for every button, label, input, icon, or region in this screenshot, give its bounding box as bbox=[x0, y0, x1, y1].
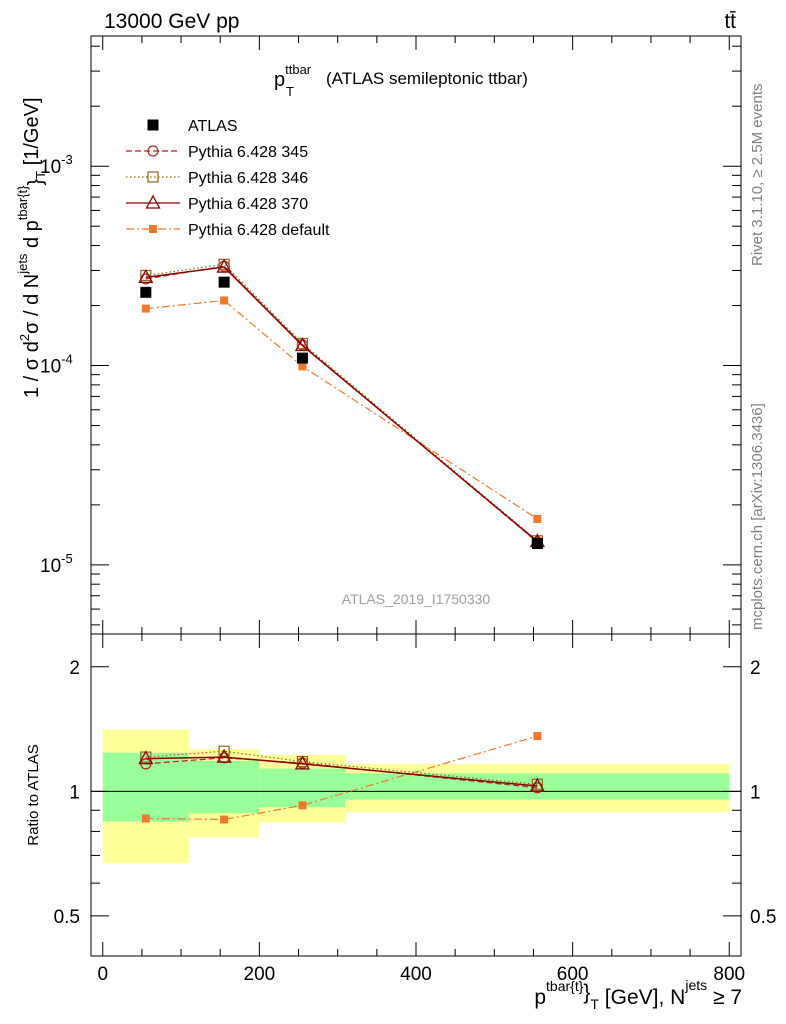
ratio-line-3 bbox=[145, 735, 538, 821]
ytick-base: 10 bbox=[40, 556, 61, 577]
process-label: tt̄ bbox=[724, 10, 736, 33]
analysis-id: ATLAS_2019_I1750330 bbox=[342, 591, 491, 607]
ratio-point-2-1 bbox=[216, 748, 232, 763]
ratio-point-2-3 bbox=[529, 777, 545, 792]
main-ytick-label: 10-3 bbox=[40, 152, 73, 178]
legend-label: Pythia 6.428 346 bbox=[188, 170, 308, 187]
ratio-point-2-2 bbox=[294, 755, 311, 770]
mcplots-label: mcplots.cern.ch [arXiv:1306.3436] bbox=[749, 403, 766, 630]
main-title: pttbar bbox=[274, 62, 312, 91]
ytick-base: 10 bbox=[40, 157, 61, 178]
xtick-label: 0 bbox=[97, 964, 108, 985]
rivet-label: Rivet 3.1.10, ≥ 2.5M events bbox=[749, 84, 766, 267]
ratio-point-3-2 bbox=[298, 801, 307, 810]
main-point-4-1 bbox=[220, 296, 229, 305]
ylabel-sup-tbar: tbar{t} bbox=[15, 185, 30, 220]
main-ylabel: 1 / σ d2σ / d Njets d ptbar{t}}T [1/GeV] bbox=[15, 97, 48, 398]
ylabel-unit: [1/GeV] bbox=[21, 97, 43, 170]
xlabel-p: p bbox=[534, 986, 546, 1009]
main-ytick-label: 10-5 bbox=[40, 551, 73, 577]
title-rest: (ATLAS semileptonic ttbar) bbox=[326, 69, 528, 88]
ytick-base: 10 bbox=[40, 357, 61, 378]
main-point-0-0 bbox=[140, 286, 152, 298]
xlabel-close: } bbox=[583, 981, 590, 1004]
xlabel-sup-jets: jets bbox=[684, 977, 707, 993]
legend-label: Pythia 6.428 370 bbox=[188, 196, 308, 213]
xtick-label: 600 bbox=[557, 964, 589, 985]
ratio-plot: 0.5 0.5 1 1 2 2 0 200 400 600 800 Ratio to ATLAS bbox=[25, 633, 776, 985]
legend-label: Pythia 6.428 345 bbox=[188, 144, 308, 161]
ratio-point-3-0 bbox=[141, 814, 150, 823]
ratio-ytick-label-left: 0.5 bbox=[54, 907, 80, 928]
xlabel: ptbar{t}}T [GeV], Njets ≥ 7 bbox=[534, 977, 742, 1012]
title-sup: ttbar bbox=[285, 62, 312, 77]
ylabel-base: 1 / σ d bbox=[21, 341, 43, 398]
ratio-point-2-0 bbox=[138, 750, 154, 765]
ylabel-sup-jets: jets bbox=[15, 253, 30, 275]
xtick-label: 800 bbox=[713, 964, 745, 985]
ratio-point-3-3 bbox=[533, 732, 542, 741]
main-point-4-0 bbox=[141, 304, 150, 313]
ratio-bands bbox=[91, 729, 741, 864]
legend-marker bbox=[147, 119, 159, 131]
band-inner-3 bbox=[345, 773, 730, 800]
xlabel-unit: [GeV], N bbox=[599, 986, 685, 1009]
xlabel-sup-tbar: tbar{t} bbox=[546, 978, 584, 994]
title-sub: T bbox=[286, 84, 294, 99]
main-ytick-label: 10-4 bbox=[40, 352, 73, 378]
main-plot: 10-510-410-3 pttbar T (ATLAS semileptoni… bbox=[15, 35, 742, 635]
legend-label: ATLAS bbox=[188, 118, 238, 135]
ratio-ylabel: Ratio to ATLAS bbox=[25, 744, 42, 845]
main-ticks: 10-510-410-3 bbox=[40, 36, 741, 634]
ratio-ytick-label-left: 1 bbox=[69, 782, 80, 803]
legend-marker bbox=[147, 145, 159, 157]
main-point-0-3 bbox=[531, 538, 543, 550]
band-inner-1 bbox=[188, 760, 260, 814]
energy-label: 13000 GeV pp bbox=[104, 10, 239, 33]
series-line-4 bbox=[145, 299, 538, 520]
ylabel-sup2: 2 bbox=[17, 334, 32, 341]
ytick-exp: -5 bbox=[61, 551, 73, 566]
main-point-4-2 bbox=[298, 362, 307, 371]
title-main: p bbox=[274, 69, 285, 91]
ytick-exp: -4 bbox=[61, 352, 73, 367]
ratio-series bbox=[138, 732, 545, 824]
legend-marker bbox=[149, 225, 157, 233]
series-line-1 bbox=[145, 265, 538, 543]
main-point-3-0 bbox=[138, 268, 154, 283]
xlabel-sub-t: T bbox=[590, 996, 599, 1012]
ylabel-sub-t: T bbox=[33, 171, 48, 179]
legend-marker bbox=[145, 194, 161, 209]
main-series bbox=[138, 258, 545, 550]
legend-marker bbox=[147, 171, 159, 183]
ylabel-close: } bbox=[25, 179, 47, 186]
series-line-2 bbox=[145, 263, 538, 542]
ratio-point-1-1 bbox=[218, 745, 230, 757]
ratio-ytick-label-left: 2 bbox=[69, 658, 80, 679]
legend-label: Pythia 6.428 default bbox=[188, 222, 330, 239]
xlabel-cond: ≥ 7 bbox=[707, 986, 742, 1009]
ratio-ticks: 0.5 0.5 1 1 2 2 0 200 400 600 800 bbox=[54, 634, 776, 985]
main-point-4-3 bbox=[533, 514, 542, 523]
xtick-label: 200 bbox=[244, 964, 276, 985]
main-point-0-2 bbox=[296, 352, 308, 364]
ratio-point-3-1 bbox=[220, 815, 229, 824]
ylabel-dp: d p bbox=[21, 220, 43, 253]
band-inner-2 bbox=[259, 768, 346, 808]
xtick-label: 400 bbox=[400, 964, 432, 985]
main-point-0-1 bbox=[218, 276, 230, 288]
ratio-ytick-label-right: 2 bbox=[750, 658, 761, 679]
main-point-3-1 bbox=[216, 258, 232, 273]
series-line-3 bbox=[145, 266, 538, 543]
ratio-ytick-label-right: 0.5 bbox=[750, 907, 776, 928]
legend: ATLAS Pythia 6.428 345 Pythia 6.428 346 Pyt… bbox=[126, 118, 330, 239]
main-point-3-2 bbox=[294, 337, 311, 352]
ratio-line-2 bbox=[145, 756, 538, 787]
ratio-ytick-label-right: 1 bbox=[750, 782, 761, 803]
ylabel-mid: σ / d N bbox=[21, 274, 43, 334]
ytick-exp: -3 bbox=[61, 152, 73, 167]
